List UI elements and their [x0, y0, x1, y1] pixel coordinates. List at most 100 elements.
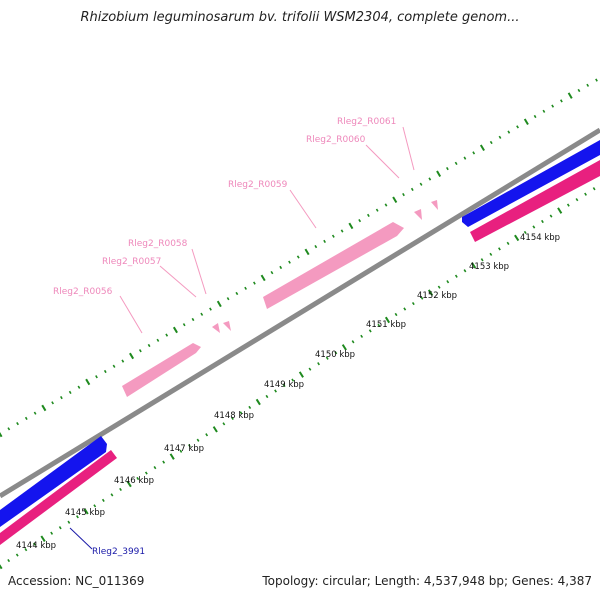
minor-tick: [498, 247, 501, 251]
kbp-label: 4154 kbp: [520, 233, 560, 243]
gene-leader-line: [69, 527, 93, 550]
major-tick: [126, 480, 132, 488]
rna-label-R0056[interactable]: Rleg2_R0056: [53, 287, 113, 297]
kbp-label: 4144 kbp: [16, 541, 56, 551]
minor-tick: [50, 531, 54, 535]
minor-tick: [77, 385, 81, 389]
minor-tick: [358, 218, 362, 223]
minor-tick: [549, 214, 553, 218]
minor-tick: [375, 208, 379, 212]
minor-tick: [403, 307, 407, 311]
minor-tick: [112, 364, 116, 368]
minor-tick: [24, 547, 28, 552]
map-title: Rhizobium leguminosarum bv. trifolii WSM…: [80, 10, 520, 25]
major-tick: [0, 564, 3, 570]
minor-tick: [144, 471, 148, 475]
major-tick: [479, 144, 485, 152]
minor-tick: [325, 356, 329, 360]
rna-label-R0059[interactable]: Rleg2_R0059: [228, 180, 288, 190]
minor-tick: [551, 104, 555, 108]
cds-minus-feature[interactable]: [470, 160, 600, 242]
minor-tick: [419, 182, 423, 186]
rna-label-R0058[interactable]: Rleg2_R0058: [128, 239, 188, 249]
minor-tick: [560, 99, 563, 103]
minor-tick: [296, 255, 300, 259]
minor-tick: [317, 362, 320, 366]
kbp-label: 4146 kbp: [114, 476, 154, 486]
minor-tick: [138, 349, 142, 353]
minor-tick: [244, 286, 247, 290]
minor-tick: [119, 487, 122, 492]
rna-feature-R0057[interactable]: [212, 323, 220, 333]
minor-tick: [156, 338, 160, 342]
rna-label-R0057[interactable]: Rleg2_R0057: [102, 257, 161, 267]
major-tick: [216, 300, 222, 308]
major-tick: [523, 118, 529, 126]
major-tick: [169, 453, 175, 460]
major-tick: [129, 352, 135, 360]
minor-tick: [16, 421, 19, 426]
minor-tick: [437, 285, 441, 289]
minor-tick: [95, 375, 98, 379]
major-tick: [514, 234, 520, 242]
gene-label-rleg2-3991[interactable]: Rleg2_3991: [92, 547, 145, 557]
minor-tick: [270, 270, 274, 275]
rna-label-R0060[interactable]: Rleg2_R0060: [306, 135, 366, 145]
minor-tick: [60, 395, 63, 400]
cds-plus-feature[interactable]: [462, 140, 600, 227]
minor-tick: [463, 269, 467, 273]
minor-tick: [200, 312, 204, 316]
kbp-label: 4145 kbp: [65, 508, 105, 518]
minor-tick: [323, 239, 326, 244]
minor-tick: [308, 367, 312, 371]
minor-tick: [410, 187, 414, 192]
minor-tick: [282, 383, 286, 388]
rna-feature-R0058[interactable]: [223, 321, 231, 331]
rna-feature-R0056[interactable]: [122, 343, 201, 397]
minor-tick: [179, 449, 183, 453]
minor-tick: [248, 405, 252, 410]
genome-summary-text: Topology: circular; Length: 4,537,948 bp…: [262, 574, 592, 588]
minor-tick: [592, 187, 596, 191]
major-tick: [436, 170, 442, 178]
minor-tick: [446, 166, 449, 171]
major-tick: [85, 378, 91, 386]
minor-tick: [33, 411, 37, 415]
minor-tick: [162, 460, 166, 464]
major-tick: [0, 431, 3, 438]
minor-tick: [532, 225, 536, 229]
minor-tick: [506, 241, 510, 246]
minor-tick: [191, 317, 195, 322]
rna-label-R0061[interactable]: Rleg2_R0061: [337, 117, 396, 127]
minor-tick: [15, 553, 19, 557]
minor-tick: [368, 329, 372, 333]
minor-tick: [454, 161, 458, 166]
minor-tick: [165, 333, 169, 337]
kbp-label: 4147 kbp: [164, 444, 204, 454]
minor-tick: [67, 520, 71, 524]
minor-tick: [103, 369, 107, 374]
minor-tick: [265, 394, 269, 399]
accession-text: Accession: NC_011369: [8, 574, 145, 588]
minor-tick: [420, 296, 424, 300]
major-tick: [255, 398, 261, 406]
minor-tick: [463, 156, 467, 160]
rna-feature-R0061[interactable]: [431, 200, 438, 210]
rna-feature-R0059[interactable]: [263, 222, 404, 309]
cds-minus-feature[interactable]: [0, 450, 117, 545]
minor-tick: [454, 274, 458, 278]
leader-line: [119, 295, 143, 334]
minor-tick: [235, 291, 239, 296]
major-tick: [40, 535, 46, 542]
minor-tick: [489, 140, 493, 145]
minor-tick: [68, 390, 72, 395]
minor-tick: [196, 438, 200, 442]
backbone-line: [0, 127, 600, 499]
minor-tick: [480, 258, 484, 262]
minor-tick: [566, 203, 570, 207]
minor-tick: [428, 177, 432, 181]
rna-feature-R0060[interactable]: [414, 209, 422, 220]
cds-plus-feature[interactable]: [0, 436, 107, 527]
minor-tick: [101, 498, 105, 503]
minor-tick: [523, 230, 527, 235]
